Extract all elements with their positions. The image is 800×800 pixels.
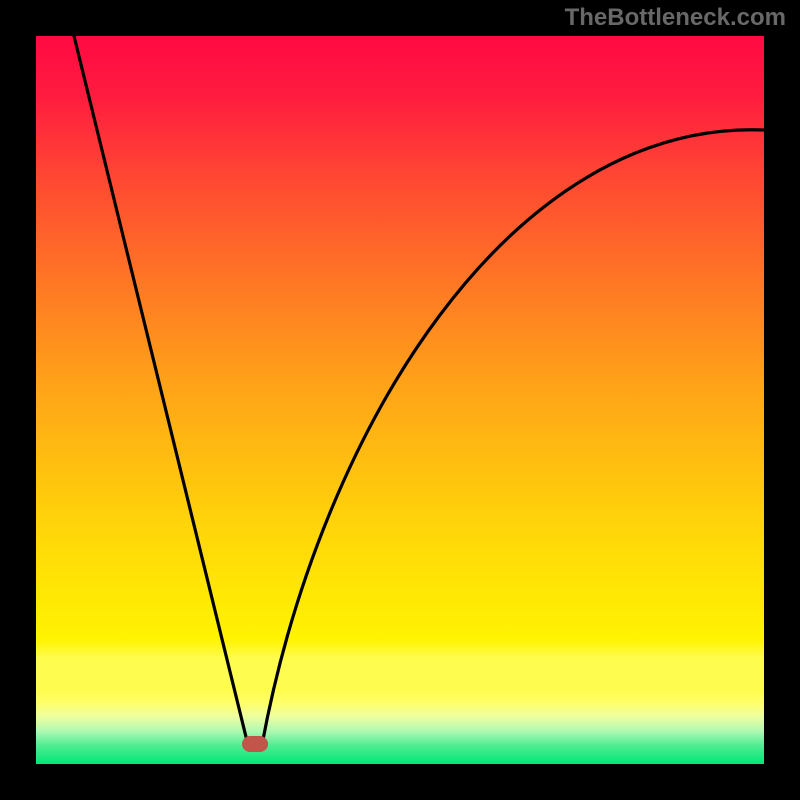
left-line	[74, 36, 248, 745]
vertex-marker	[242, 736, 268, 752]
attribution-text: TheBottleneck.com	[565, 4, 786, 32]
curve-layer	[0, 0, 800, 800]
right-curve	[262, 130, 764, 745]
